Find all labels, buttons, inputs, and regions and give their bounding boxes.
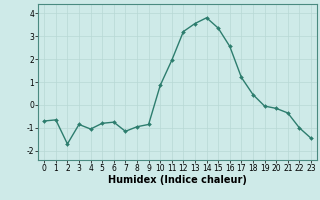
X-axis label: Humidex (Indice chaleur): Humidex (Indice chaleur) [108,175,247,185]
